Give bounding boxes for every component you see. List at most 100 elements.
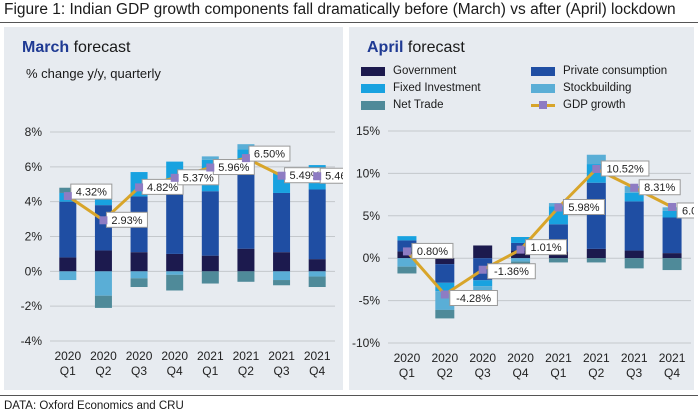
c0-x-tick-label: 2020 Q3: [126, 349, 153, 378]
c0-x-tick-label-line: Q4: [309, 364, 325, 378]
c1-data-label-text: 1.01%: [530, 242, 561, 254]
c0-data-label-text: 5.49%: [289, 170, 320, 182]
c0-x-tick-label-line: Q3: [274, 364, 290, 378]
c1-x-tick-label-line: 2021: [659, 351, 686, 365]
c1-bar-private-consumption: [662, 217, 682, 254]
legend-swatch-fixed-investment: [361, 83, 385, 93]
c0-y-tick-label: -4%: [21, 334, 43, 348]
c0-bar-stockbuilding: [59, 271, 77, 281]
c1-x-tick-label-line: Q4: [513, 366, 529, 380]
c0-bar-net-trade: [130, 278, 148, 288]
march-panel: March forecast % change y/y, quarterly -…: [4, 27, 343, 390]
c1-bar-stockbuilding: [586, 154, 606, 165]
c1-x-tick-label-line: Q1: [550, 366, 566, 380]
bottom-rule: [0, 395, 698, 396]
c0-x-tick-label: 2021 Q3: [268, 349, 295, 378]
c1-x-tick-label-line: Q1: [399, 366, 415, 380]
legend-label-gdp-growth: GDP growth: [563, 99, 626, 111]
c0-data-label: 5.37%: [177, 169, 220, 186]
april-panel: April forecast Government Private consum…: [349, 27, 694, 390]
c1-bar-government: [511, 250, 531, 259]
c1-x-tick-label-line: 2020: [469, 351, 496, 365]
c1-bar-net-trade: [397, 266, 417, 274]
c1-gdp-growth-marker: [402, 247, 411, 256]
c1-bar-private-consumption: [586, 182, 606, 249]
march-chart: -4% -2% 0% 2% 4% 6% 8% 4.32% 2.93% 4.82% 5.37% 5.96…: [21, 125, 343, 378]
c0-y-tick-label: 8%: [25, 125, 43, 139]
c1-data-label-text: 10.52%: [606, 163, 644, 175]
c0-x-tick-label-line: Q4: [167, 364, 183, 378]
c1-gdp-growth-marker: [592, 164, 601, 173]
c0-x-tick-label: 2021 Q1: [197, 349, 224, 378]
c1-gdp-growth-marker: [440, 290, 449, 299]
c0-data-label-text: 5.46%: [325, 171, 343, 183]
c1-data-label: 6.04%: [676, 202, 694, 219]
c0-bar-government: [166, 253, 184, 272]
c0-bar-government: [308, 259, 326, 272]
c0-bar-government: [94, 250, 112, 272]
c1-bar-private-consumption: [624, 201, 644, 251]
c0-x-tick-label-line: 2021: [233, 349, 260, 363]
c1-x-tick-label-line: 2020: [431, 351, 458, 365]
c1-bar-government: [586, 248, 606, 259]
april-chart: -10% -5% 0% 5% 10% 15% 0.80% -4.28% -1.36%1.01% 5…: [352, 124, 694, 380]
c0-data-label-box: [70, 183, 113, 200]
c0-data-label: 4.32%: [70, 183, 113, 200]
c1-bar-stockbuilding: [397, 258, 417, 267]
figure-title: Figure 1: Indian GDP growth components f…: [4, 1, 676, 18]
legend-label-net-trade: Net Trade: [393, 99, 444, 111]
march-subtitle: % change y/y, quarterly: [26, 66, 161, 81]
c1-x-tick-label-line: 2021: [621, 351, 648, 365]
c0-x-tick-label: 2020 Q4: [161, 349, 188, 378]
c0-bar-net-trade: [201, 271, 219, 284]
c0-y-tick-label: -2%: [21, 299, 43, 313]
c0-bar-private-consumption: [166, 189, 184, 254]
legend-swatch-net-trade: [361, 100, 385, 110]
c1-y-tick-label: 5%: [363, 209, 381, 223]
c0-x-tick-label-line: Q1: [202, 364, 218, 378]
c0-data-label-text: 2.93%: [111, 215, 142, 227]
legend-label-stockbuilding: Stockbuilding: [563, 82, 632, 94]
legend-item-private-consumption: Private consumption: [531, 65, 667, 77]
c1-data-label-box: [676, 202, 694, 219]
c1-bar-fixed-investment: [511, 237, 531, 243]
c1-bar-stockbuilding: [473, 286, 493, 293]
c1-bar-fixed-investment: [435, 282, 455, 292]
c0-data-label-text: 4.82%: [147, 182, 178, 194]
c0-bar-government: [201, 255, 219, 272]
c0-data-label: 5.46%: [319, 167, 343, 184]
c0-x-tick-label-line: 2021: [304, 349, 331, 363]
c0-gdp-growth-marker: [135, 183, 144, 192]
c0-x-tick-label-line: Q1: [60, 364, 76, 378]
c0-bar-stockbuilding: [273, 271, 291, 281]
c0-bar-private-consumption: [59, 201, 77, 258]
c0-bar-government: [130, 252, 148, 272]
c1-data-label: -1.36%: [487, 263, 536, 280]
c0-bar-stockbuilding: [94, 271, 112, 296]
c1-bar-private-consumption: [435, 264, 455, 283]
c1-y-tick-label: 15%: [356, 124, 380, 138]
c1-data-label-box: [487, 263, 536, 280]
c1-bar-government: [662, 253, 682, 259]
c1-data-label-text: 5.98%: [568, 202, 599, 214]
c0-bar-private-consumption: [273, 192, 291, 253]
march-title-bold: March: [22, 39, 70, 56]
c0-data-label-text: 5.96%: [218, 162, 249, 174]
c1-gdp-growth-marker: [554, 203, 563, 212]
march-title-rest: forecast: [69, 39, 131, 56]
c0-bar-stockbuilding: [130, 271, 148, 279]
c0-x-tick-label-line: 2020: [54, 349, 81, 363]
c1-gdp-growth-marker: [516, 245, 525, 254]
c0-y-tick-label: 6%: [25, 160, 43, 174]
c1-data-label: 0.80%: [411, 242, 454, 259]
c0-bar-net-trade: [59, 187, 77, 193]
c1-x-tick-label: 2021 Q3: [621, 351, 648, 380]
c0-data-label-text: 6.50%: [254, 149, 285, 161]
c0-y-tick-label: 0%: [25, 264, 43, 278]
c1-bar-net-trade: [548, 258, 568, 263]
c1-data-label-box: [600, 160, 650, 177]
c0-bar-stockbuilding: [237, 144, 255, 150]
c0-data-label-box: [248, 145, 291, 162]
c0-bar-net-trade: [94, 295, 112, 308]
c1-x-tick-label-line: 2021: [545, 351, 572, 365]
